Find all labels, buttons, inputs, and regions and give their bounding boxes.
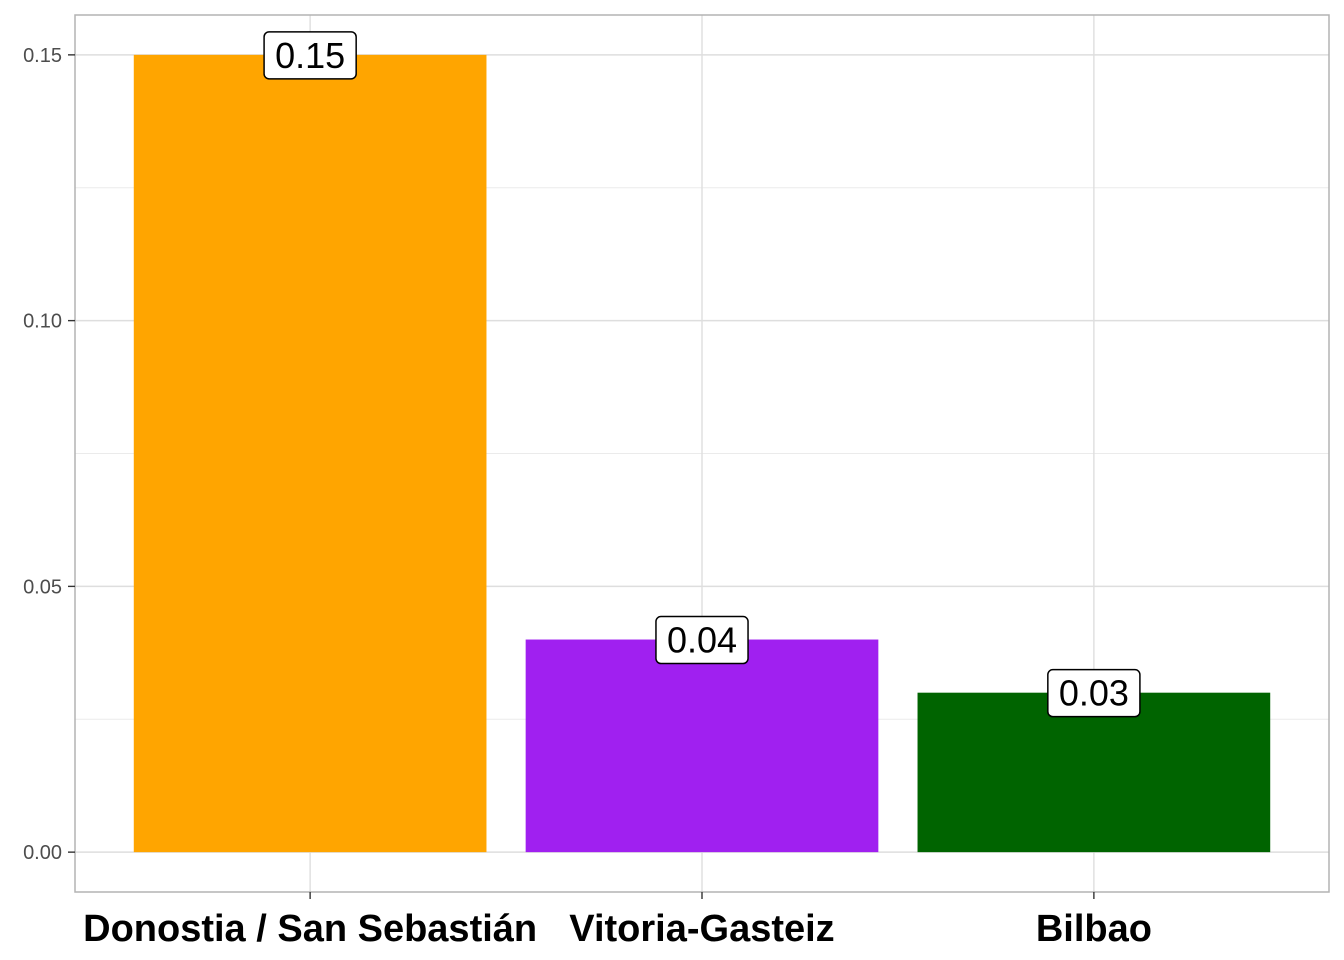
x-tick-label: Bilbao — [1036, 908, 1152, 950]
y-tick-label: 0.00 — [23, 842, 62, 864]
y-tick-label: 0.10 — [23, 311, 62, 333]
data-label-box — [1047, 668, 1141, 718]
data-label-text: 0.03 — [1059, 673, 1129, 714]
bar — [133, 54, 487, 853]
x-tick-label: Donostia / San Sebastián — [83, 908, 537, 950]
data-label: 0.03 — [1047, 668, 1141, 718]
bars — [133, 54, 1271, 853]
bar — [525, 639, 879, 853]
data-label-box — [263, 31, 357, 80]
data-label: 0.04 — [655, 615, 749, 665]
x-axis: Donostia / San Sebastián Vitoria-Gasteiz B… — [83, 892, 1152, 950]
y-tick-label: 0.15 — [23, 45, 62, 67]
data-label-box — [655, 615, 749, 665]
bar — [917, 692, 1271, 853]
y-tick-label: 0.05 — [23, 576, 62, 598]
data-label-text: 0.15 — [275, 35, 345, 76]
data-label: 0.15 — [263, 31, 357, 80]
data-label-text: 0.04 — [667, 620, 737, 661]
y-axis: 0.00 0.05 0.10 0.15 — [23, 45, 75, 864]
x-tick-label: Vitoria-Gasteiz — [569, 908, 834, 950]
data-labels: 0.15 0.04 0.03 — [263, 31, 1141, 718]
